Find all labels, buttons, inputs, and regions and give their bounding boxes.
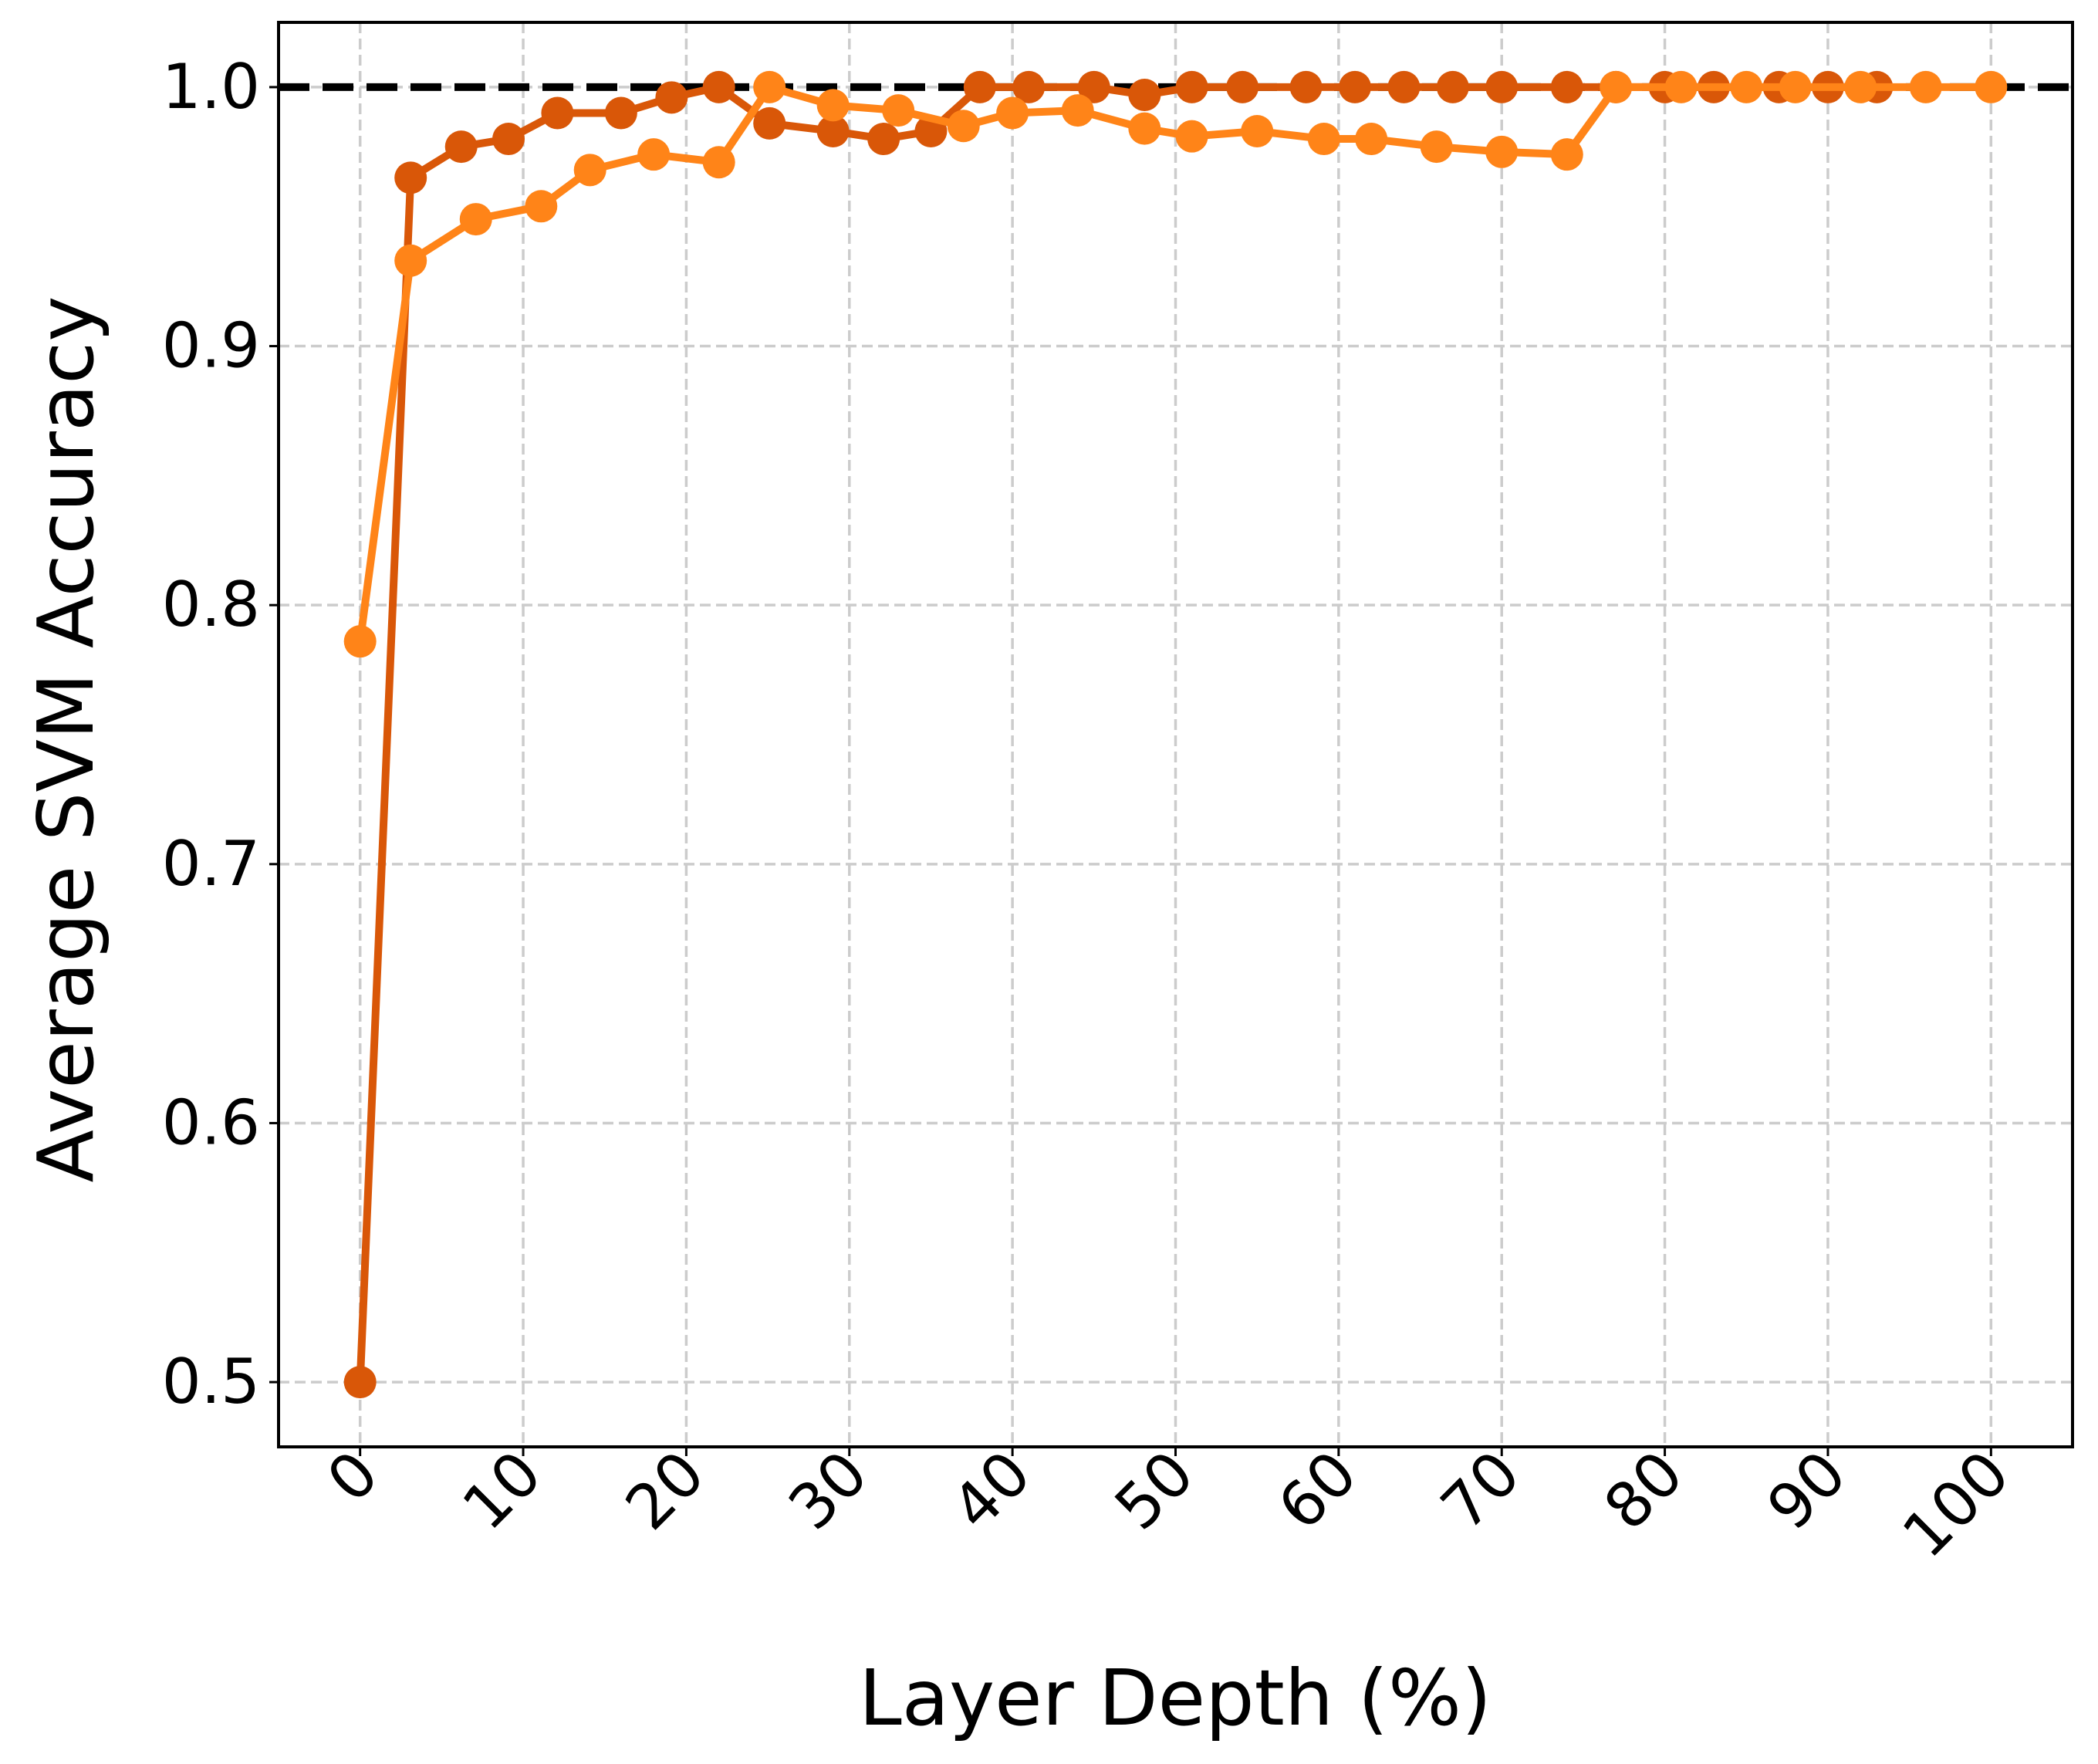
data-point <box>1600 70 1633 103</box>
y-tick-label: 0.7 <box>162 828 260 900</box>
data-point <box>1420 130 1453 164</box>
x-tick-label: 100 <box>1889 1438 2023 1572</box>
data-point <box>655 81 688 114</box>
data-point <box>394 244 427 277</box>
data-point <box>541 96 574 130</box>
x-tick-label: 90 <box>1754 1438 1860 1544</box>
x-tick-label: 70 <box>1427 1438 1534 1544</box>
x-tick-label: 30 <box>775 1438 881 1544</box>
data-point <box>1844 70 1877 103</box>
data-point <box>963 70 996 103</box>
data-point <box>1061 94 1094 127</box>
data-point <box>1012 70 1046 103</box>
data-point <box>525 190 558 223</box>
y-tick-label: 1.0 <box>162 51 260 123</box>
x-axis-label: Layer Depth (%) <box>859 1653 1492 1743</box>
data-point <box>343 625 377 658</box>
data-point <box>1550 138 1583 171</box>
y-tick-label: 0.9 <box>162 310 260 382</box>
data-point <box>1175 70 1208 103</box>
data-point <box>1339 70 1371 103</box>
data-point <box>459 203 492 236</box>
series-line <box>356 83 1992 642</box>
y-tick-label: 0.8 <box>162 569 260 640</box>
x-tick-label: 40 <box>938 1438 1045 1544</box>
data-point <box>1226 70 1259 103</box>
data-point <box>702 70 735 103</box>
data-point <box>1975 70 2008 103</box>
data-point <box>1664 70 1698 103</box>
x-tick-label: 50 <box>1101 1438 1208 1544</box>
data-point <box>947 110 980 143</box>
data-point <box>753 106 786 140</box>
x-tick-label: 20 <box>612 1438 718 1544</box>
x-tick-label: 60 <box>1265 1438 1371 1544</box>
data-point <box>444 130 478 164</box>
data-point <box>1550 70 1583 103</box>
data-point <box>1175 120 1208 153</box>
series-line <box>356 83 1877 1383</box>
data-point <box>702 146 735 179</box>
data-point <box>1730 70 1763 103</box>
plot-frame <box>277 21 2074 1448</box>
data-point <box>1485 70 1519 103</box>
data-point <box>882 94 915 127</box>
data-point <box>1289 70 1323 103</box>
data-point <box>492 123 525 156</box>
data-point <box>573 154 606 187</box>
data-point <box>1436 70 1469 103</box>
data-point <box>867 123 900 156</box>
data-point <box>637 138 671 171</box>
data-point <box>816 114 850 147</box>
data-point <box>394 161 427 194</box>
data-point <box>1128 78 1161 111</box>
x-tick-label: 80 <box>1590 1438 1697 1544</box>
y-axis-label: Average SVM Accuracy <box>21 296 111 1183</box>
data-point <box>996 96 1029 130</box>
x-tick-label: 0 <box>313 1438 392 1516</box>
data-point <box>1779 70 1812 103</box>
y-tick-label: 0.6 <box>162 1086 260 1158</box>
data-point <box>604 96 637 130</box>
data-point <box>1128 112 1161 145</box>
data-point <box>816 89 850 122</box>
data-point <box>1387 70 1421 103</box>
x-tick-label: 10 <box>449 1438 556 1544</box>
data-point <box>1355 123 1388 156</box>
data-point <box>1307 123 1340 156</box>
data-point <box>1077 70 1110 103</box>
data-point <box>1909 70 1942 103</box>
data-point <box>1485 135 1519 168</box>
data-point <box>1241 114 1274 147</box>
data-point <box>753 70 786 103</box>
data-point <box>343 1366 377 1399</box>
y-tick-label: 0.5 <box>162 1346 260 1418</box>
